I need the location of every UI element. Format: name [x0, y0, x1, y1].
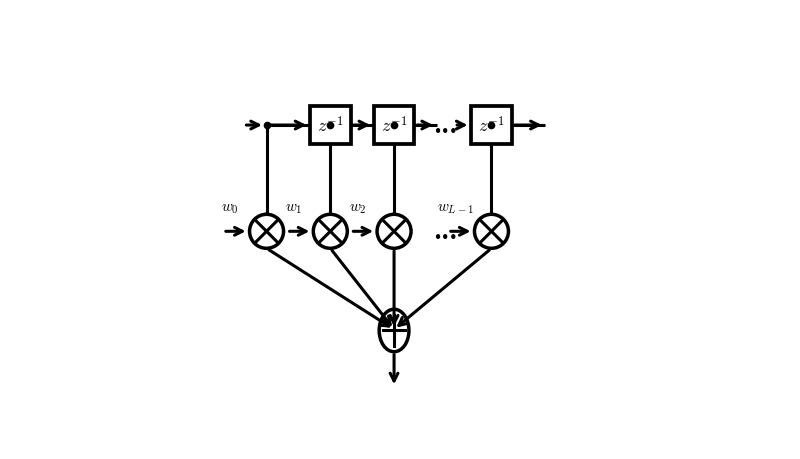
- FancyBboxPatch shape: [471, 107, 512, 144]
- Text: $z^{-1}$: $z^{-1}$: [317, 116, 344, 136]
- Text: $w_{L-1}$: $w_{L-1}$: [437, 202, 474, 216]
- Text: ...: ...: [434, 114, 458, 138]
- Circle shape: [377, 215, 411, 249]
- FancyBboxPatch shape: [374, 107, 414, 144]
- Circle shape: [314, 215, 347, 249]
- Text: ...: ...: [434, 220, 458, 244]
- FancyBboxPatch shape: [310, 107, 350, 144]
- Text: $z^{-1}$: $z^{-1}$: [478, 116, 505, 136]
- Text: $w_0$: $w_0$: [221, 202, 239, 216]
- Text: $z^{-1}$: $z^{-1}$: [381, 116, 407, 136]
- Text: $w_2$: $w_2$: [349, 202, 366, 216]
- Ellipse shape: [379, 309, 409, 352]
- Circle shape: [474, 215, 509, 249]
- Circle shape: [250, 215, 283, 249]
- Text: $w_1$: $w_1$: [285, 202, 302, 216]
